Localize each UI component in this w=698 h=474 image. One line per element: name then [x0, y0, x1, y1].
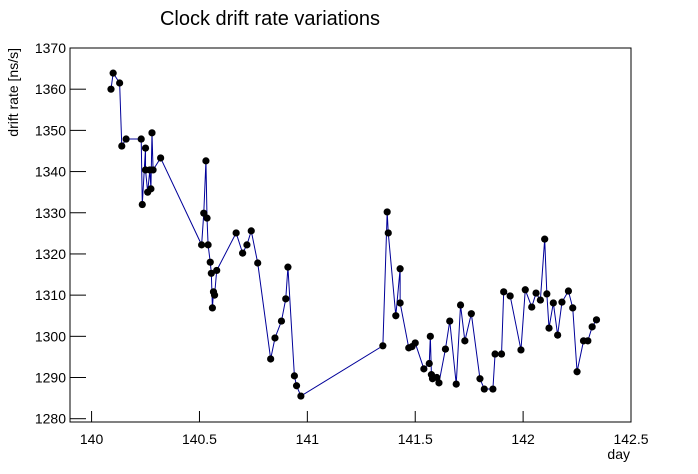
data-point — [297, 392, 305, 400]
data-point — [157, 154, 165, 162]
data-point — [282, 295, 290, 303]
y-tick-label: 1280 — [35, 411, 66, 427]
data-point — [379, 342, 387, 350]
data-point — [122, 135, 130, 143]
data-point — [452, 380, 460, 388]
data-point — [506, 292, 514, 300]
y-tick-label: 1370 — [35, 40, 66, 56]
data-point — [271, 334, 279, 342]
data-point — [210, 291, 219, 299]
data-point — [138, 200, 146, 209]
plot-frame — [69, 47, 632, 423]
data-point — [554, 331, 562, 339]
data-point — [208, 304, 217, 312]
data-point — [137, 135, 145, 143]
y-tick-label: 1310 — [35, 287, 66, 303]
data-point — [480, 385, 488, 393]
data-point — [284, 263, 292, 271]
data-point — [426, 332, 434, 340]
data-point — [456, 301, 465, 309]
data-point — [207, 269, 215, 277]
data-point — [118, 142, 126, 150]
data-point — [461, 337, 469, 345]
y-tick-label: 1340 — [35, 164, 66, 180]
data-point — [149, 166, 157, 174]
data-point — [411, 339, 419, 347]
x-tick-label: 141 — [296, 431, 320, 447]
data-point — [147, 185, 155, 193]
y-tick-label: 1290 — [35, 370, 66, 386]
data-point — [232, 229, 240, 237]
data-point — [476, 375, 484, 383]
x-tick-label: 140.5 — [182, 431, 217, 447]
x-axis-label: day — [607, 446, 630, 462]
data-point — [592, 316, 601, 324]
data-point — [541, 235, 549, 243]
data-point — [564, 287, 573, 295]
data-point — [254, 259, 262, 267]
data-point — [549, 299, 557, 307]
data-point — [491, 350, 499, 358]
data-point — [383, 208, 391, 216]
y-tick-label: 1360 — [35, 81, 66, 97]
data-point — [517, 346, 525, 354]
data-point — [420, 365, 428, 373]
data-point — [396, 299, 404, 307]
x-tick-label: 142 — [511, 431, 535, 447]
y-tick-label: 1330 — [35, 205, 66, 221]
data-point — [396, 265, 404, 273]
data-point — [584, 337, 592, 345]
data-point — [435, 379, 443, 387]
data-point — [500, 288, 508, 296]
data-point — [392, 312, 400, 320]
data-point — [528, 303, 536, 311]
chart-title: Clock drift rate variations — [160, 8, 380, 30]
data-point — [292, 382, 301, 390]
data-point — [213, 266, 221, 275]
data-point — [116, 79, 124, 87]
data-point — [198, 241, 206, 249]
data-point — [532, 289, 540, 297]
data-point — [141, 144, 150, 152]
data-point — [489, 385, 497, 393]
data-point — [206, 258, 214, 266]
data-point — [543, 290, 551, 298]
data-point — [202, 157, 210, 165]
data-point — [204, 241, 212, 249]
data-point — [247, 227, 255, 235]
data-point — [267, 355, 275, 363]
data-point — [545, 324, 553, 332]
x-tick-label: 140 — [80, 431, 104, 447]
data-point — [558, 298, 566, 306]
data-point — [243, 241, 251, 249]
data-point — [588, 323, 596, 331]
data-point — [109, 69, 117, 77]
y-tick-label: 1300 — [35, 328, 66, 344]
y-tick-label: 1350 — [35, 122, 66, 138]
data-point — [521, 286, 529, 294]
data-point — [536, 296, 544, 304]
data-point — [441, 345, 450, 353]
x-tick-label: 142.5 — [613, 431, 648, 447]
y-axis-label: drift rate [ns/s] — [5, 48, 21, 137]
data-point — [497, 350, 506, 358]
data-point — [446, 317, 454, 325]
data-point — [203, 214, 211, 222]
data-point — [573, 368, 581, 376]
data-point — [277, 317, 286, 325]
data-point — [239, 249, 247, 257]
data-point — [384, 229, 392, 237]
x-tick-label: 141.5 — [398, 431, 433, 447]
data-point — [107, 85, 115, 93]
data-point — [290, 372, 298, 380]
data-point — [467, 310, 475, 318]
data-point — [569, 304, 577, 312]
data-point — [425, 359, 433, 368]
y-tick-label: 1320 — [35, 246, 66, 262]
data-point — [148, 129, 156, 137]
